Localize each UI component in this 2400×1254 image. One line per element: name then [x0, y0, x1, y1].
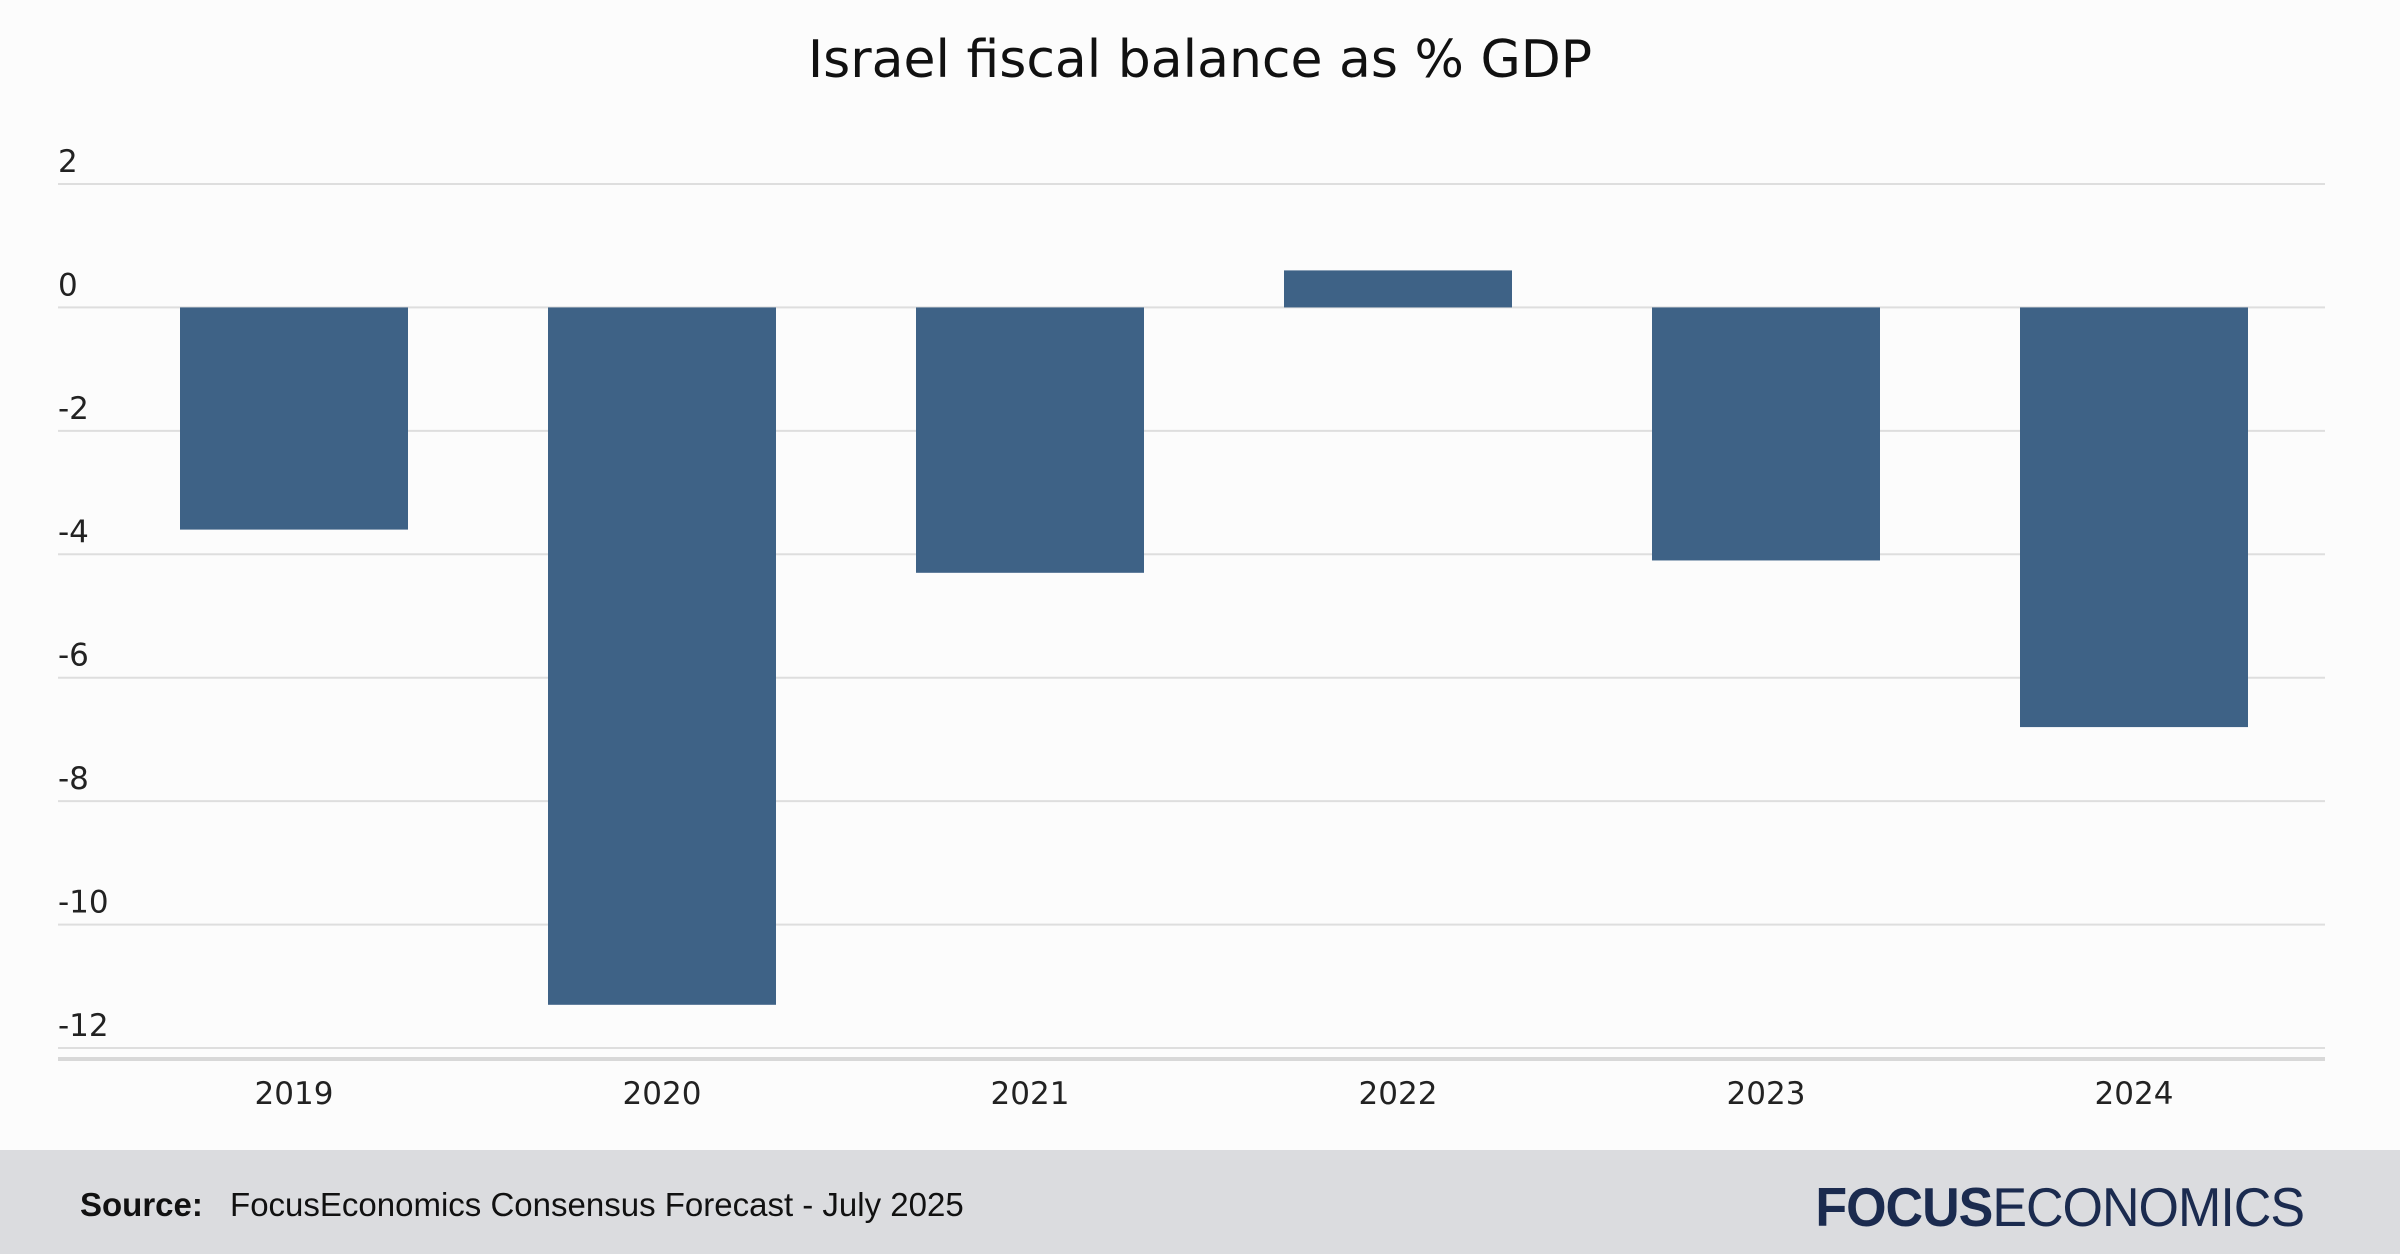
y-tick-label: 0: [58, 267, 78, 303]
chart-title: Israel fiscal balance as % GDP: [807, 30, 1593, 90]
bar-2023: [1652, 307, 1880, 561]
y-tick-label: -4: [58, 514, 89, 550]
x-tick-label: 2023: [1727, 1076, 1806, 1112]
y-tick-label: -2: [58, 391, 89, 427]
source-text: FocusEconomics Consensus Forecast - July…: [230, 1186, 964, 1223]
source-label: Source:: [80, 1186, 203, 1223]
bar-2021: [916, 307, 1144, 573]
bar-2019: [180, 307, 408, 530]
y-tick-label: -10: [58, 885, 109, 921]
x-tick-label: 2024: [2095, 1076, 2174, 1112]
bar-2024: [2020, 307, 2248, 728]
source-note: Source: FocusEconomics Consensus Forecas…: [80, 1186, 964, 1224]
x-tick-label: 2022: [1359, 1076, 1438, 1112]
focuseconomics-logo: FOCUSECONOMICS: [1815, 1177, 2305, 1240]
x-tick-label: 2019: [255, 1076, 334, 1112]
footer: Source: FocusEconomics Consensus Forecas…: [0, 1150, 2400, 1254]
y-tick-label: -6: [58, 638, 89, 674]
logo-economics: ECONOMICS: [1992, 1177, 2305, 1239]
gridlines: [58, 183, 2325, 1049]
bar-2022: [1284, 270, 1512, 308]
x-tick-label: 2021: [991, 1076, 1070, 1112]
y-tick-label: 2: [58, 144, 78, 180]
y-tick-label: -8: [58, 761, 89, 797]
logo-focus: FOCUS: [1815, 1177, 1993, 1239]
bar-2020: [548, 307, 776, 1005]
y-tick-label: -12: [58, 1008, 109, 1044]
x-tick-label: 2020: [623, 1076, 702, 1112]
bar-chart: 2 0 -2 -4 -6 -8 -10 -12 2019 2020 2021 2022 2023 202…: [58, 144, 2325, 1112]
y-axis-ticks: 2 0 -2 -4 -6 -8 -10 -12: [58, 144, 109, 1044]
bars: [180, 270, 2248, 1005]
x-axis-ticks: 2019 2020 2021 2022 2023 2024: [255, 1076, 2174, 1112]
